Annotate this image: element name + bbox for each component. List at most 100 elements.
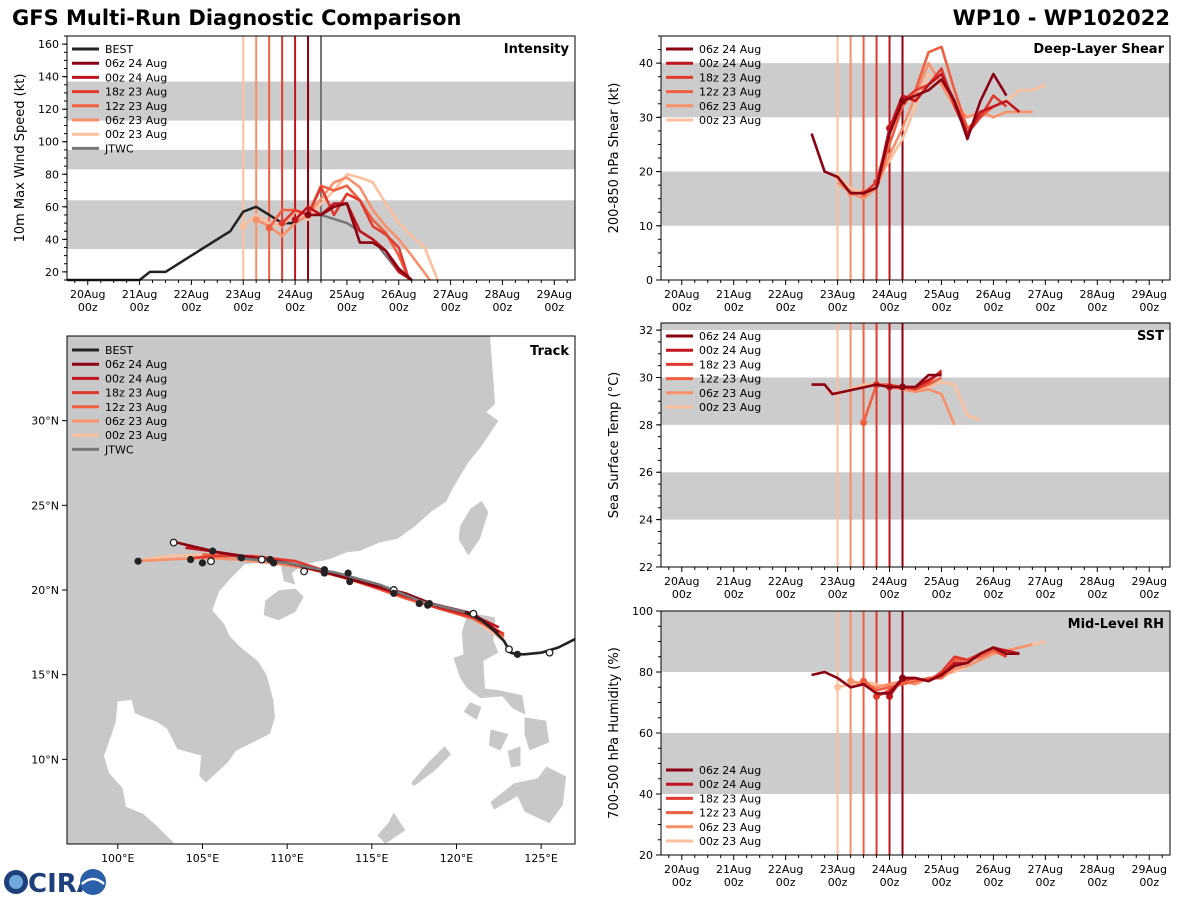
x-tick-label: 00z [1035,876,1055,889]
track-point [344,569,352,577]
page-title: GFS Multi-Run Diagnostic Comparison [12,6,462,30]
legend-entry: 12z 23 Aug [72,100,167,113]
series-point [278,219,286,227]
x-tick-label: 00z [828,301,848,314]
series-line [810,72,1008,195]
legend-entry: 00z 24 Aug [666,57,761,70]
x-tick-label: 24Aug [872,863,907,876]
x-tick-label: 28Aug [1080,288,1115,301]
legend-entry: BEST [72,344,133,357]
legend-label: JTWC [104,142,134,155]
legend-entry: 06z 23 Aug [72,415,167,428]
track-point [346,577,354,586]
legend-label: 06z 23 Aug [699,100,761,113]
y-tick-label: 10 [639,220,653,233]
x-tick-label: 20Aug [664,575,699,588]
legend-label: 00z 24 Aug [699,344,761,357]
y-tick-label: 100 [38,136,59,149]
y-tick-label: 32 [639,324,653,337]
lat-tick-label: 30°N [31,415,59,428]
track-point [545,648,554,657]
legend-label: 00z 23 Aug [105,429,167,442]
track-point [269,559,278,567]
legend-label: 18z 23 Aug [105,387,167,400]
x-tick-label: 28Aug [1080,863,1115,876]
x-tick-label: 27Aug [1028,288,1063,301]
y-tick-label: 28 [639,419,653,432]
legend-entry: 00z 24 Aug [72,372,167,385]
legend-entry: 18z 23 Aug [666,71,761,84]
x-tick-label: 00z [984,876,1004,889]
x-tick-label: 24Aug [277,288,312,301]
series-line [281,186,411,281]
y-tick-label: 40 [639,788,653,801]
threshold-band [661,171,1170,226]
series-line [308,202,413,281]
legend-label: 12z 23 Aug [105,100,167,113]
legend-label: 00z 24 Aug [105,71,167,84]
land-mass [376,811,407,844]
y-tick-label: 22 [639,561,653,574]
legend-label: 06z 24 Aug [699,764,761,777]
x-tick-label: 00z [828,876,848,889]
y-axis-label: 700-500 hPa Humidity (%) [607,647,622,819]
cira-logo: CIRA [4,866,108,898]
series-point [834,683,842,691]
x-tick-label: 00z [880,588,900,601]
series-point [860,418,868,426]
land-mass [523,716,550,752]
land-mass [488,728,510,752]
x-tick-label: 23Aug [820,288,855,301]
legend-label: 00z 24 Aug [699,57,761,70]
legend-label: BEST [105,344,133,357]
x-tick-label: 29Aug [1131,863,1166,876]
x-tick-label: 27Aug [1028,863,1063,876]
legend-entry: 06z 23 Aug [666,821,761,834]
y-tick-label: 24 [639,514,653,527]
track-point [513,650,522,658]
y-tick-label: 20 [639,849,653,862]
x-tick-label: 26Aug [976,575,1011,588]
land-mass [457,499,489,557]
x-tick-label: 26Aug [976,288,1011,301]
track-point [469,609,478,618]
panel-title: Mid-Level RH [1068,617,1164,632]
x-tick-label: 00z [880,301,900,314]
track-point [209,547,217,555]
x-tick-label: 29Aug [537,288,572,301]
x-tick-label: 26Aug [976,863,1011,876]
x-tick-label: 00z [389,301,409,314]
legend-entry: 00z 24 Aug [666,344,761,357]
x-tick-label: 22Aug [768,575,803,588]
x-tick-label: 00z [672,588,692,601]
x-tick-label: 00z [984,301,1004,314]
y-tick-label: 140 [38,71,59,84]
lat-tick-label: 20°N [31,584,59,597]
track-point [198,559,207,567]
track-point [415,599,423,608]
y-tick-label: 80 [639,666,653,679]
series-point [899,674,907,682]
threshold-band [661,611,1170,672]
lon-tick-label: 125°E [524,852,557,865]
track-point [425,599,433,608]
x-tick-label: 00z [880,876,900,889]
y-tick-label: 30 [639,111,653,124]
x-tick-label: 28Aug [1080,575,1115,588]
x-tick-label: 25Aug [924,288,959,301]
x-tick-label: 00z [776,876,796,889]
series-point [252,216,260,224]
legend-entry: 00z 23 Aug [72,429,167,442]
x-tick-label: 00z [233,301,253,314]
y-tick-label: 80 [45,168,59,181]
x-tick-label: 21Aug [716,288,751,301]
x-tick-label: 20Aug [664,863,699,876]
y-tick-label: 40 [639,57,653,70]
lat-tick-label: 15°N [31,669,59,682]
rh-chart: 2040608010020Aug00z21Aug00z22Aug00z23Aug… [607,605,1171,889]
panel-title: Deep-Layer Shear [1033,42,1164,57]
legend-entry: 00z 23 Aug [72,128,167,141]
threshold-band [661,472,1170,520]
x-tick-label: 28Aug [485,288,520,301]
y-tick-label: 60 [639,727,653,740]
